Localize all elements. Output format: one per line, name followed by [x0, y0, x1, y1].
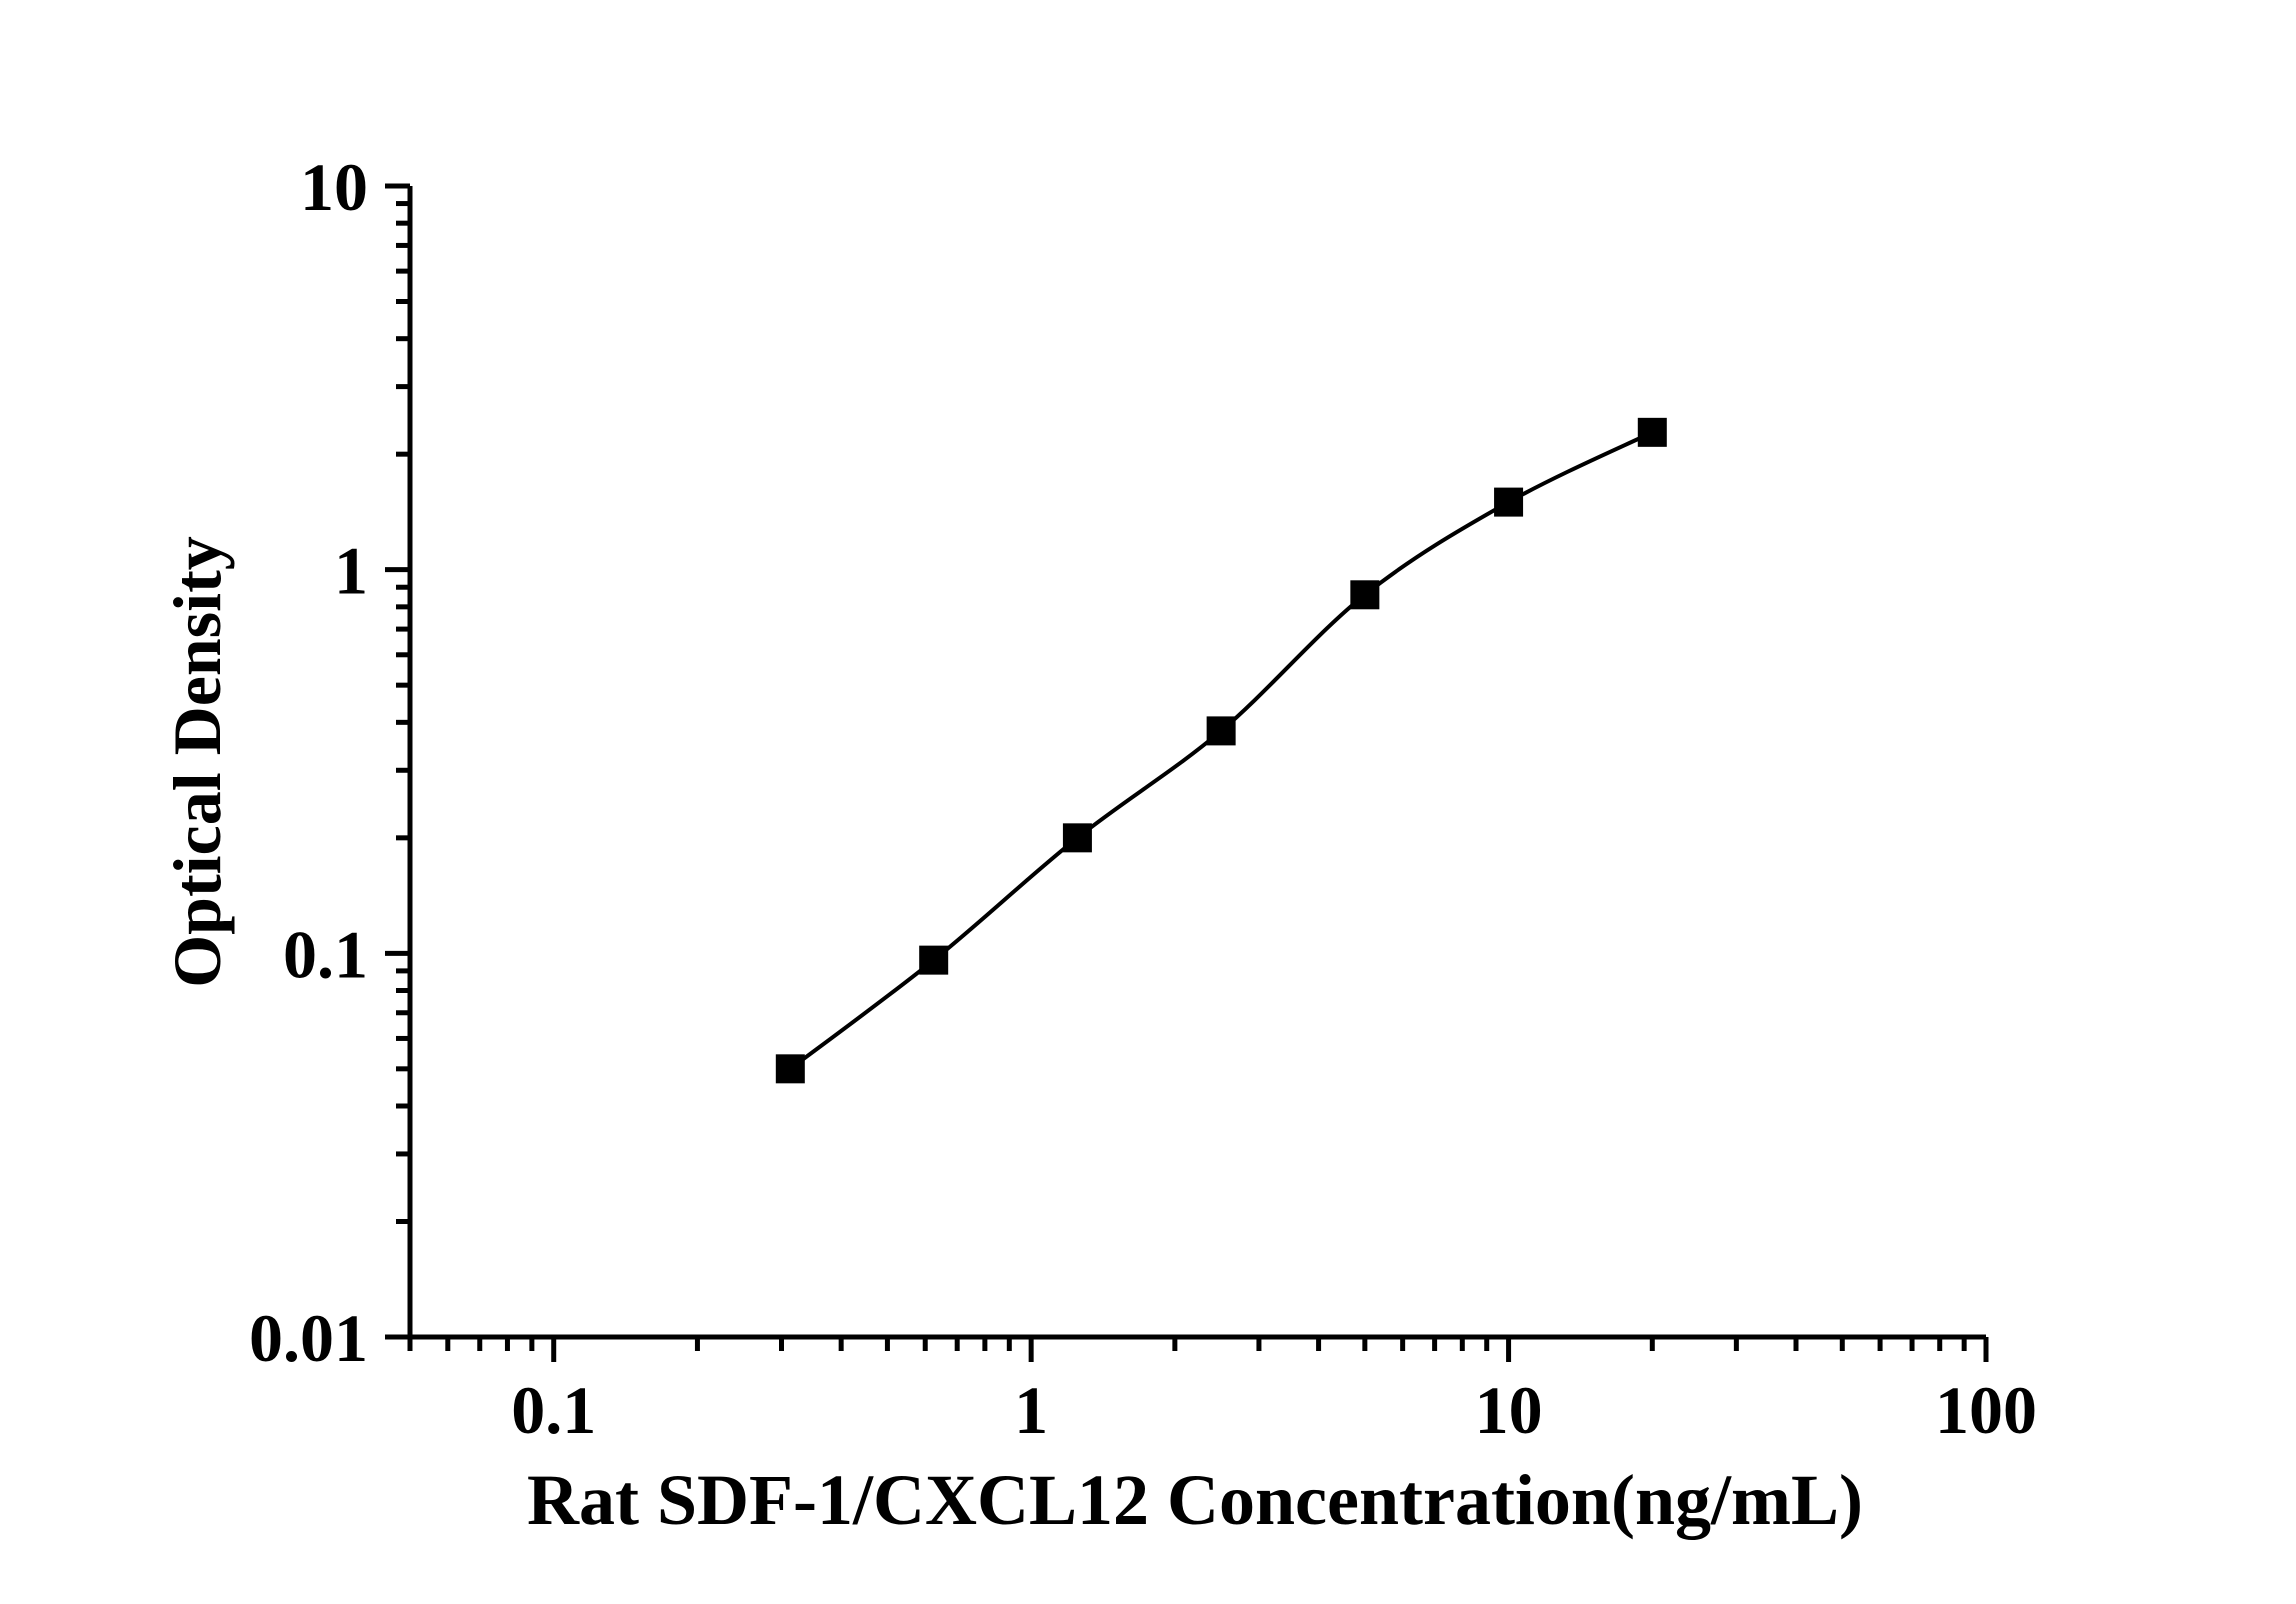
y-tick-label: 1	[334, 533, 368, 609]
data-point-marker	[1494, 487, 1524, 517]
data-point-marker	[919, 945, 949, 975]
data-point-marker	[1637, 417, 1667, 447]
data-point-marker	[1350, 580, 1380, 610]
y-axis-ticks	[385, 183, 410, 1340]
data-point-marker	[1062, 823, 1092, 853]
x-tick-label: 10	[1475, 1372, 1543, 1448]
y-axis-tick-labels: 0.01 0.1 1 10	[249, 149, 368, 1376]
y-tick-label: 0.1	[283, 916, 368, 992]
x-axis-tick-labels: 0.1 1 10 100	[511, 1372, 2037, 1448]
x-axis-title: Rat SDF-1/CXCL12 Concentration(ng/mL)	[527, 1460, 1863, 1540]
axis-frame	[407, 186, 1986, 1340]
y-tick-label: 0.01	[249, 1300, 368, 1376]
x-tick-label: 100	[1935, 1372, 2037, 1448]
data-point-marker	[775, 1054, 805, 1084]
x-tick-label: 1	[1014, 1372, 1048, 1448]
y-tick-label: 10	[300, 149, 368, 225]
data-point-marker	[1206, 716, 1236, 746]
y-axis-title: Optical Density	[159, 536, 235, 987]
data-points	[775, 417, 1667, 1084]
x-axis-ticks	[407, 1337, 1989, 1362]
x-tick-label: 0.1	[511, 1372, 596, 1448]
